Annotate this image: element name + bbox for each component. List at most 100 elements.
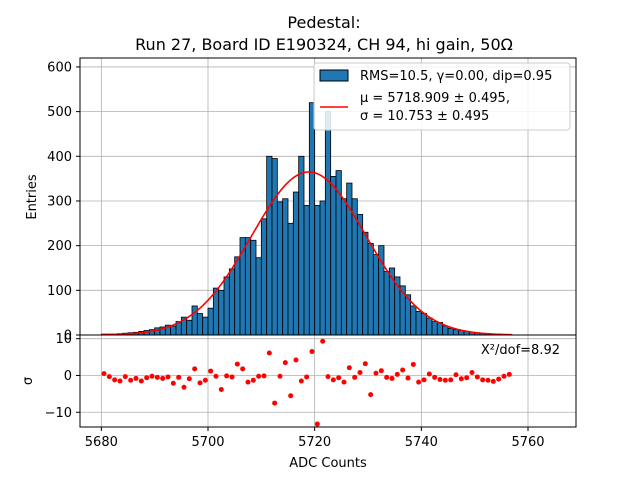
residual-point: [229, 374, 235, 380]
residual-point: [394, 371, 400, 377]
histogram-bar: [234, 256, 241, 336]
residual-point: [256, 373, 262, 379]
residual-point: [426, 371, 432, 377]
histogram-bar: [228, 268, 236, 336]
x-tick-label: 5740: [405, 435, 438, 450]
x-tick-label: 5720: [298, 435, 331, 450]
residual-point: [117, 378, 123, 384]
residual-point: [384, 374, 390, 380]
residual-point: [202, 377, 208, 383]
histogram-bar: [452, 329, 460, 336]
residual-point: [240, 366, 246, 372]
residual-point: [170, 380, 176, 386]
residual-point: [506, 371, 512, 377]
residual-point: [421, 377, 427, 383]
residual-point: [469, 370, 475, 376]
residual-point: [432, 374, 438, 380]
residual-point: [448, 377, 454, 383]
residual-point: [405, 375, 411, 381]
y-axis-label: Entries: [25, 174, 40, 220]
residual-point: [277, 373, 283, 379]
residual-point: [133, 375, 139, 381]
residual-point: [112, 377, 118, 383]
residual-grid: [80, 335, 576, 427]
chart-title-line2: Run 27, Board ID E190324, CH 94, hi gain…: [135, 35, 513, 54]
histogram-bar: [266, 155, 273, 336]
legend-fit-label-line2: σ = 10.753 ± 0.495: [360, 109, 489, 124]
residual-point: [218, 386, 224, 392]
residual-point: [224, 373, 230, 379]
legend-box: [313, 62, 571, 131]
residual-point: [245, 379, 251, 385]
histogram-bar: [303, 205, 310, 336]
histogram-bar: [442, 325, 449, 336]
residual-point: [330, 377, 336, 383]
residual-point: [400, 367, 406, 373]
residual-point: [373, 370, 379, 376]
residual-point: [442, 377, 448, 383]
histogram-bar: [415, 310, 422, 336]
histogram-bar: [223, 276, 230, 336]
histogram-bar: [276, 201, 284, 336]
residual-y-tick-label: 10: [55, 332, 72, 347]
main-y-axis: 0 100 200 300 400 500 600: [47, 60, 80, 344]
residual-point: [346, 365, 352, 371]
main-y-tick-label: 200: [47, 239, 72, 254]
histogram-bar: [330, 175, 337, 336]
histogram-bar: [426, 317, 433, 336]
residual-point: [357, 370, 363, 376]
main-y-tick-label: 600: [47, 60, 72, 75]
legend-fit-label-line1: μ = 5718.909 ± 0.495,: [360, 91, 510, 106]
residual-point: [144, 375, 150, 381]
residual-point: [266, 350, 272, 356]
histogram-bar: [196, 313, 204, 336]
histogram-bar: [271, 158, 278, 336]
residual-point: [176, 374, 182, 380]
residual-point: [234, 361, 240, 367]
histogram-bar: [319, 200, 326, 336]
residual-point: [192, 366, 198, 372]
residual-point: [149, 373, 155, 379]
residual-point: [389, 375, 395, 381]
residual-point: [453, 372, 459, 378]
residual-point: [208, 368, 214, 374]
residual-point: [410, 361, 416, 367]
histogram-bar: [324, 111, 332, 336]
residual-point: [186, 376, 192, 382]
residual-point: [320, 338, 326, 344]
x-tick-label: 5680: [85, 435, 118, 450]
histogram-bar: [292, 191, 300, 336]
residual-y-tick-label: −10: [45, 406, 72, 421]
histogram-bar: [202, 316, 209, 336]
residual-point: [272, 400, 278, 406]
main-y-tick-label: 500: [47, 105, 72, 120]
histogram-bar: [255, 257, 262, 336]
residual-point: [106, 374, 112, 380]
residual-point: [138, 378, 144, 384]
legend-histogram-swatch: [319, 69, 349, 82]
histogram-bar: [298, 155, 305, 336]
histogram-bar: [260, 218, 268, 336]
x-tick-label: 5760: [511, 435, 544, 450]
histogram-bar: [250, 239, 257, 336]
residual-point: [288, 393, 294, 399]
histogram-bar: [287, 222, 294, 336]
chart-legend: RMS=10.5, γ=0.00, dip=0.95 μ = 5718.909 …: [313, 62, 571, 131]
histogram-bar: [362, 231, 369, 336]
residual-point: [165, 374, 171, 380]
residual-point: [314, 421, 320, 427]
histogram-bar: [207, 307, 214, 336]
histogram-bar: [447, 327, 454, 336]
residual-point: [261, 373, 267, 379]
residual-point: [485, 377, 491, 383]
chart-title-line1: Pedestal:: [287, 13, 360, 32]
histogram-bar: [186, 319, 193, 336]
residual-point: [309, 349, 315, 355]
residual-point: [352, 374, 358, 380]
residual-point: [464, 375, 470, 381]
residual-point: [496, 376, 502, 382]
residual-point: [378, 368, 384, 374]
histogram-bar: [367, 243, 374, 336]
residual-point: [293, 357, 299, 363]
